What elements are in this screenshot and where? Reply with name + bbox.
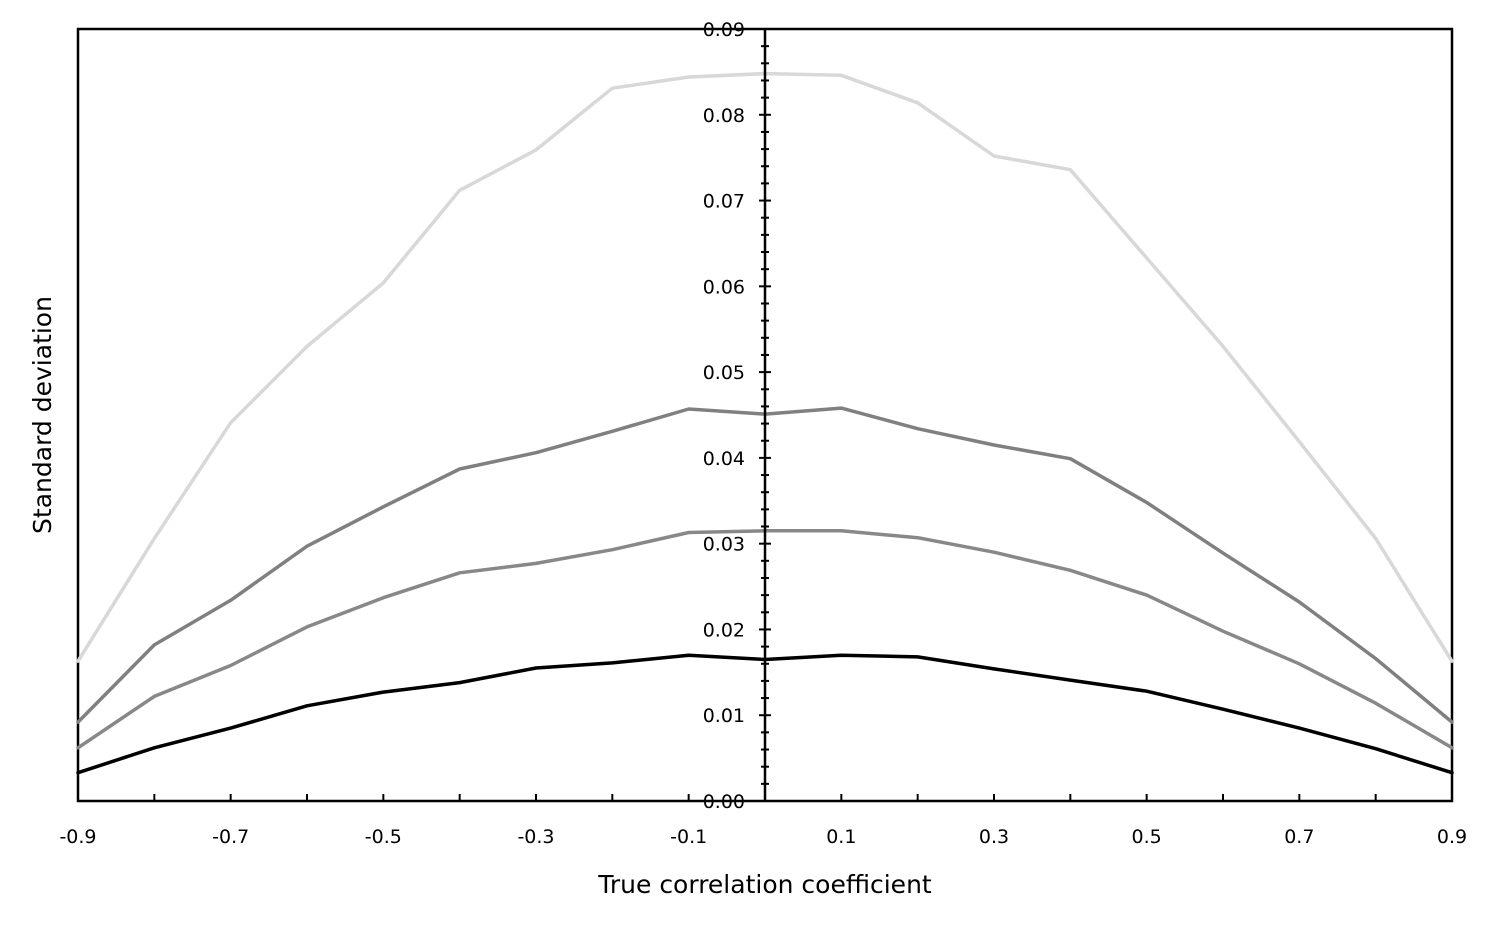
y-tick-label: 0.02 — [703, 619, 745, 641]
tick-labels-layer: -0.9 -0.7 -0.5 -0.3 -0.1 0.1 0.3 0.5 0.7 0.9 0.00 0… — [59, 19, 1467, 848]
axis-layer — [77, 28, 1453, 802]
x-tick-label: -0.7 — [212, 826, 249, 848]
x-axis-title: True correlation coefficient — [597, 870, 932, 899]
y-tick-label: 0.08 — [703, 105, 745, 127]
y-tick-label: 0.04 — [703, 448, 745, 470]
x-tick-label: 0.9 — [1437, 826, 1467, 848]
y-tick-label: 0.09 — [703, 19, 745, 41]
y-tick-label: 0.05 — [703, 362, 745, 384]
x-tick-label: 0.3 — [979, 826, 1009, 848]
x-tick-label: 0.5 — [1132, 826, 1162, 848]
x-tick-label: 0.7 — [1284, 826, 1314, 848]
y-tick-label: 0.03 — [703, 534, 745, 556]
y-tick-label: 0.01 — [703, 705, 745, 727]
x-tick-label: 0.1 — [826, 826, 856, 848]
y-axis-title: Standard deviation — [28, 296, 57, 534]
y-tick-label: 0.07 — [703, 191, 745, 213]
x-tick-label: -0.1 — [670, 826, 707, 848]
y-tick-label: 0.06 — [703, 276, 745, 298]
x-tick-label: -0.3 — [517, 826, 554, 848]
x-tick-label: -0.9 — [59, 826, 96, 848]
x-tick-label: -0.5 — [365, 826, 402, 848]
y-tick-label: 0.00 — [703, 791, 745, 813]
